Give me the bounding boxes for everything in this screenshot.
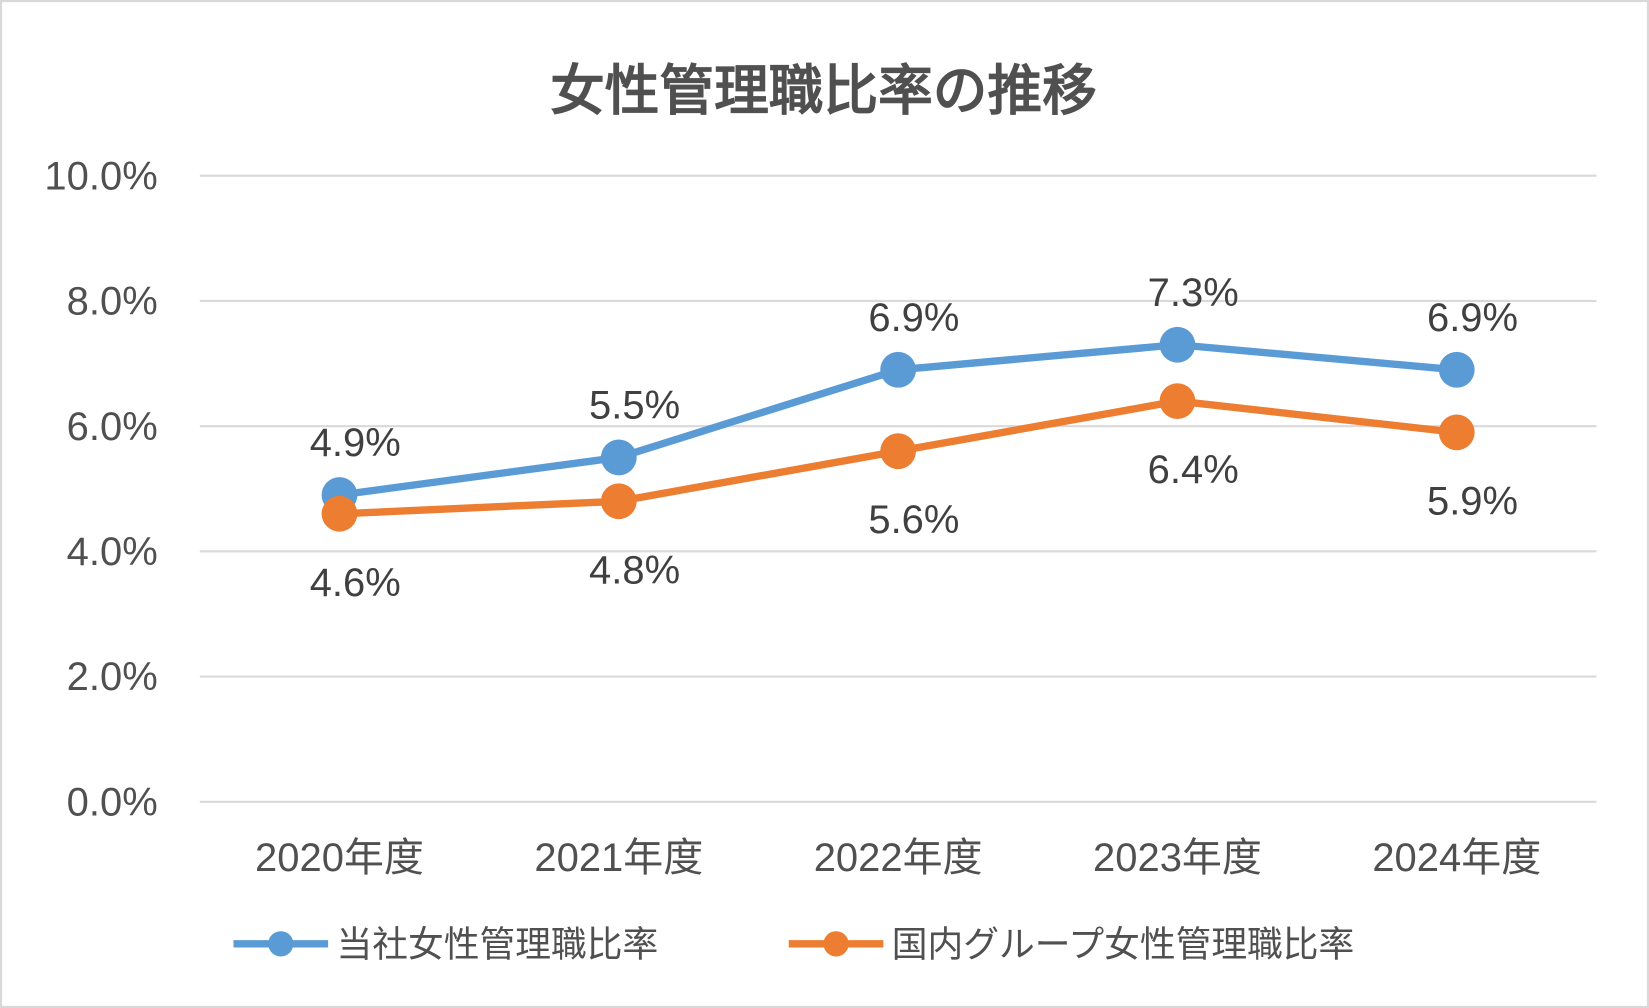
- data-label: 4.9%: [310, 421, 401, 465]
- legend-item: 当社女性管理職比率: [233, 924, 658, 965]
- data-label: 4.6%: [310, 561, 401, 605]
- data-label: 5.5%: [589, 384, 680, 428]
- data-label: 6.9%: [868, 296, 959, 340]
- legend-marker: [268, 931, 294, 957]
- x-tick-label: 2020年度: [255, 836, 424, 880]
- legend-label: 国内グループ女性管理職比率: [892, 924, 1354, 965]
- y-tick-label: 6.0%: [67, 405, 158, 449]
- y-tick-label: 2.0%: [67, 655, 158, 699]
- data-label: 4.8%: [589, 548, 680, 592]
- y-tick-label: 8.0%: [67, 280, 158, 324]
- y-tick-label: 10.0%: [44, 154, 157, 198]
- data-point: [1438, 414, 1475, 451]
- x-tick-label: 2022年度: [814, 836, 983, 880]
- y-tick-label: 4.0%: [67, 530, 158, 574]
- data-point: [1438, 351, 1475, 388]
- data-point: [600, 439, 637, 476]
- x-tick-label: 2024年度: [1372, 836, 1541, 880]
- data-label: 6.9%: [1427, 296, 1518, 340]
- data-label: 5.6%: [868, 498, 959, 542]
- x-tick-label: 2021年度: [534, 836, 703, 880]
- legend-marker: [823, 931, 849, 957]
- data-point: [880, 433, 916, 470]
- data-point: [600, 483, 637, 520]
- y-tick-label: 0.0%: [67, 780, 158, 824]
- data-label: 7.3%: [1148, 271, 1239, 315]
- data-point: [880, 351, 916, 388]
- data-label: 6.4%: [1148, 448, 1239, 492]
- data-point: [321, 495, 358, 532]
- data-point: [1159, 383, 1196, 419]
- chart-title: 女性管理職比率の推移: [550, 58, 1097, 122]
- legend-item: 国内グループ女性管理職比率: [788, 924, 1354, 965]
- x-tick-label: 2023年度: [1093, 836, 1262, 880]
- legend-label: 当社女性管理職比率: [337, 924, 659, 965]
- data-point: [1159, 326, 1196, 363]
- data-label: 5.9%: [1427, 479, 1518, 523]
